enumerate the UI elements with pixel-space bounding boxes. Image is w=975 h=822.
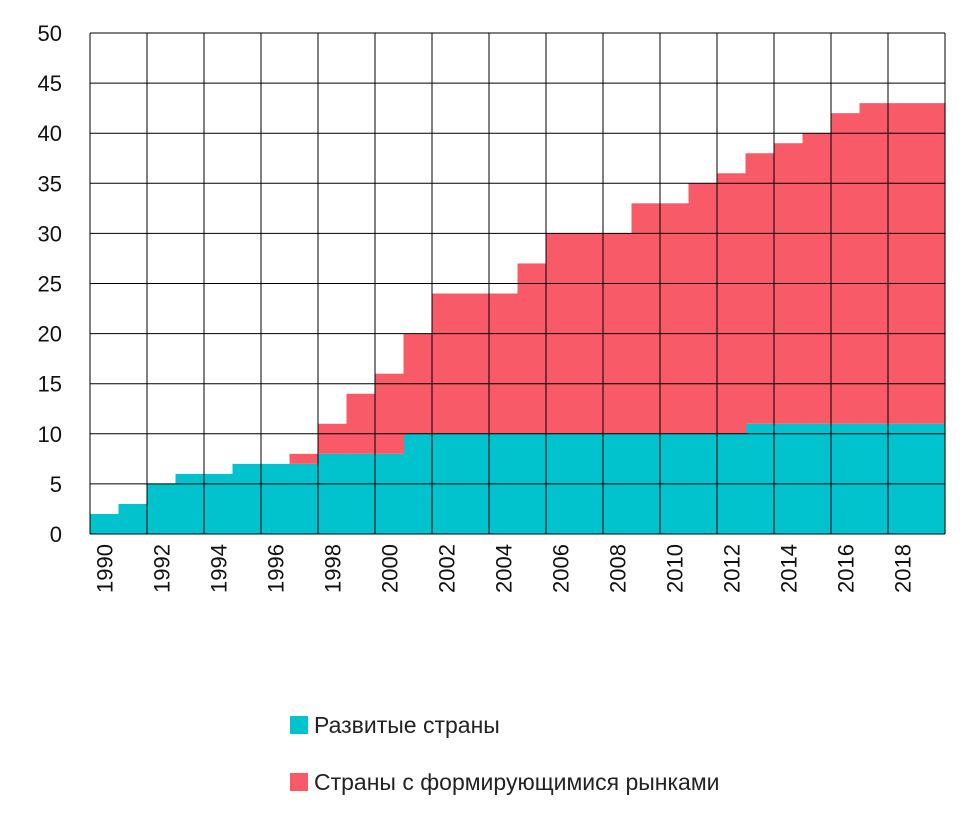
y-tick-label: 40: [38, 121, 62, 146]
series-1-bar: [802, 133, 832, 424]
series-1-bar: [916, 103, 946, 424]
series-0-bar: [346, 453, 376, 534]
series-1-bar: [859, 103, 889, 424]
series-0-bar: [859, 423, 889, 534]
x-tick-label: 2000: [377, 544, 402, 593]
x-tick-label: 2010: [662, 544, 687, 593]
x-tick-label: 1992: [149, 544, 174, 593]
x-tick-label: 2018: [890, 544, 915, 593]
y-tick-label: 5: [50, 472, 62, 497]
series-0-bar: [318, 453, 348, 534]
series-0-bar: [147, 483, 177, 534]
series-1-bar: [888, 103, 918, 424]
x-tick-label: 1998: [320, 544, 345, 593]
series-1-bar: [688, 183, 718, 434]
y-tick-label: 50: [38, 21, 62, 46]
legend-swatch-developed: [290, 716, 308, 734]
series-0-bar: [232, 463, 262, 534]
x-tick-label: 2016: [833, 544, 858, 593]
series-0-bar: [90, 513, 120, 534]
x-tick-label: 2002: [434, 544, 459, 593]
x-tick-label: 1994: [206, 544, 231, 593]
x-tick-label: 2014: [776, 544, 801, 593]
chart-legend: Развитые страны Страны с формирующимися …: [290, 705, 720, 819]
y-tick-label: 0: [50, 522, 62, 547]
legend-swatch-emerging: [290, 773, 308, 791]
y-tick-label: 45: [38, 71, 62, 96]
y-tick-label: 20: [38, 322, 62, 347]
series-0-bar: [375, 453, 405, 534]
series-0-bar: [916, 423, 946, 534]
series-1-bar: [375, 373, 405, 454]
series-0-bar: [204, 473, 234, 534]
y-tick-label: 15: [38, 372, 62, 397]
series-0-bar: [118, 503, 148, 534]
series-1-bar: [717, 173, 747, 434]
series-0-bar: [888, 423, 918, 534]
legend-label-emerging: Страны с формирующимися рынками: [314, 768, 720, 795]
x-tick-label: 1996: [263, 544, 288, 593]
series-0-bar: [745, 423, 775, 534]
legend-item-emerging: Страны с формирующимися рынками: [290, 762, 720, 802]
x-tick-label: 2006: [548, 544, 573, 593]
series-1-bar: [831, 113, 861, 424]
series-0-bar: [802, 423, 832, 534]
series-1-bar: [318, 423, 348, 454]
series-0-bar: [175, 473, 205, 534]
x-tick-label: 2008: [605, 544, 630, 593]
series-1-bar: [346, 393, 376, 454]
series-0-bar: [774, 423, 804, 534]
series-1-bar: [289, 453, 319, 464]
series-0-bar: [289, 463, 319, 534]
series-1-bar: [489, 293, 519, 434]
series-0-bar: [261, 463, 291, 534]
series-1-bar: [517, 263, 547, 434]
y-tick-label: 10: [38, 422, 62, 447]
x-tick-label: 2004: [491, 544, 516, 593]
series-1-bar: [460, 293, 490, 434]
legend-label-developed: Развитые страны: [314, 711, 500, 738]
y-tick-label: 30: [38, 221, 62, 246]
x-tick-label: 2012: [719, 544, 744, 593]
series-1-bar: [631, 203, 661, 434]
x-tick-label: 1990: [92, 544, 117, 593]
y-tick-label: 25: [38, 272, 62, 297]
series-1-bar: [660, 203, 690, 434]
series-0-bar: [831, 423, 861, 534]
y-tick-label: 35: [38, 171, 62, 196]
series-1-bar: [745, 153, 775, 424]
legend-item-developed: Развитые страны: [290, 705, 720, 745]
series-1-bar: [432, 293, 462, 434]
